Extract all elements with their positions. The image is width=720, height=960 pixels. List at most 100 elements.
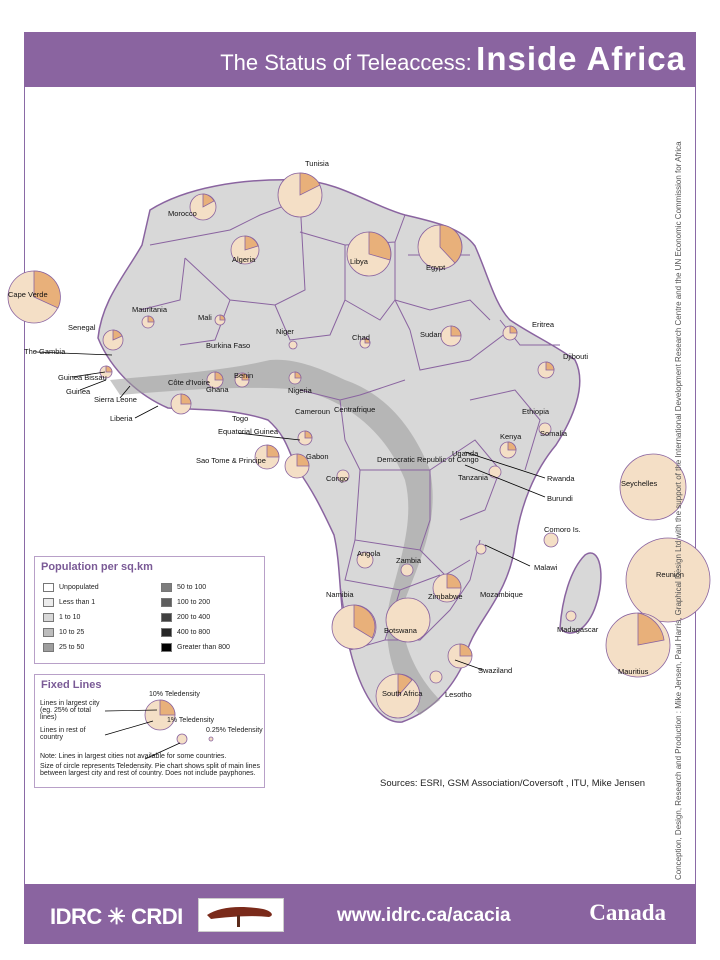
population-swatch — [161, 643, 172, 652]
leader-lines — [34, 351, 546, 671]
population-swatch — [161, 583, 172, 592]
label-sao-tome: Sao Tome & Principe — [196, 456, 266, 465]
label-botswana: Botswana — [384, 626, 418, 635]
title-part-a: The Status of Teleaccess: — [220, 50, 472, 75]
teledensity-1: 1% Teledensity — [167, 717, 214, 724]
label-guinea-bissau: Guinea Bissau — [58, 373, 107, 382]
acacia-url-link[interactable]: www.idrc.ca/acacia — [337, 905, 511, 926]
label-liberia: Liberia — [110, 414, 133, 423]
label-mauritania: Mauritania — [132, 305, 168, 314]
population-swatch — [43, 598, 54, 607]
label-swaziland: Swaziland — [478, 666, 512, 675]
population-swatch-label: 200 to 400 — [177, 614, 211, 621]
label-malawi: Malawi — [534, 563, 558, 572]
idrc-logo[interactable]: IDRC ✳ CRDI — [50, 904, 183, 929]
acacia-tree-icon — [207, 907, 272, 927]
page-title: The Status of Teleaccess: Inside Africa — [220, 40, 686, 78]
label-madagascar: Madagascar — [557, 625, 599, 634]
label-drc: Democratic Republic of Congo — [377, 455, 479, 464]
label-niger: Niger — [276, 327, 294, 336]
largest-city-note: Lines in largest city (eg. 25% of total … — [40, 700, 100, 721]
label-djibouti: Djibouti — [563, 352, 588, 361]
label-libya: Libya — [350, 257, 369, 266]
population-swatch-label: Less than 1 — [59, 599, 96, 606]
population-swatch-label: 400 to 800 — [177, 629, 211, 636]
population-legend: Population per sq.km Unpopulated Less tha… — [34, 556, 265, 664]
sources-note: Sources: ESRI, GSM Association/Coversoft… — [380, 778, 646, 789]
label-south-africa: South Africa — [382, 689, 423, 698]
label-benin: Benin — [234, 371, 253, 380]
population-swatch — [43, 643, 54, 652]
acacia-logo[interactable] — [198, 898, 284, 932]
label-namibia: Namibia — [326, 590, 354, 599]
population-swatch — [161, 598, 172, 607]
note-size: Size of circle represents Teledensity. P… — [40, 763, 260, 777]
title-part-b: Inside Africa — [476, 40, 686, 77]
population-swatch — [161, 613, 172, 622]
label-cote-divoire: Côte d'Ivoire — [168, 378, 210, 387]
population-swatch-label: Greater than 800 — [177, 644, 230, 651]
footer-bar: IDRC ✳ CRDI www.idrc.ca/acacia Canada — [24, 884, 696, 944]
population-legend-title: Population per sq.km — [41, 561, 153, 573]
label-tanzania: Tanzania — [458, 473, 489, 482]
population-swatch — [161, 628, 172, 637]
label-comoro: Comoro Is. — [544, 525, 581, 534]
label-burkina-faso: Burkina Faso — [206, 341, 250, 350]
label-morocco: Morocco — [168, 209, 197, 218]
label-centrafrique: Centrafrique — [334, 405, 375, 414]
header-bar: The Status of Teleaccess: Inside Africa — [24, 32, 696, 87]
label-the-gambia: The Gambia — [24, 347, 66, 356]
credits-vertical: Conception, Design, Research and Product… — [674, 141, 683, 880]
label-angola: Angola — [357, 549, 381, 558]
label-zimbabwe: Zimbabwe — [428, 592, 463, 601]
label-reunion: Reunion — [656, 570, 684, 579]
label-mali: Mali — [198, 313, 212, 322]
label-somalia: Somalia — [540, 429, 568, 438]
crdi-text: CRDI — [130, 904, 183, 929]
population-swatch — [43, 628, 54, 637]
population-swatch-label: Unpopulated — [59, 584, 99, 591]
canada-wordmark: Canada — [589, 900, 666, 925]
label-tunisia: Tunisia — [305, 159, 330, 168]
teledensity-pies — [7, 172, 711, 719]
label-sierra-leone: Sierra Leone — [94, 395, 137, 404]
label-kenya: Kenya — [500, 432, 522, 441]
population-swatch-label: 10 to 25 — [59, 629, 85, 636]
label-sudan: Sudan — [420, 330, 442, 339]
fixed-lines-legend-title: Fixed Lines — [41, 679, 102, 691]
label-lesotho: Lesotho — [445, 690, 472, 699]
population-swatch — [43, 583, 54, 592]
rest-of-country-note: Lines in rest of country — [40, 727, 86, 741]
label-uganda: Uganda — [452, 449, 479, 458]
label-chad: Chad — [352, 333, 370, 342]
label-guinea: Guinea — [66, 387, 91, 396]
population-swatch-label: 1 to 10 — [59, 614, 81, 621]
population-swatch-label: 25 to 50 — [59, 644, 85, 651]
label-cameroun: Cameroun — [295, 407, 330, 416]
label-egypt: Egypt — [426, 263, 446, 272]
label-ghana: Ghana — [206, 385, 229, 394]
madagascar-landmass — [559, 552, 602, 634]
label-algeria: Algeria — [232, 255, 256, 264]
label-eritrea: Eritrea — [532, 320, 555, 329]
country-labels: Tunisia Morocco Algeria Libya Egypt Cape… — [8, 159, 684, 699]
label-rwanda: Rwanda — [547, 474, 575, 483]
label-nigeria: Nigeria — [288, 386, 313, 395]
fixed-lines-legend: Fixed Lines Lines in largest city (eg. 2… — [34, 674, 265, 788]
label-mozambique: Mozambique — [480, 590, 523, 599]
label-cape-verde: Cape Verde — [8, 290, 48, 299]
teledensity-10: 10% Teledensity — [149, 691, 200, 698]
idrc-text: IDRC — [50, 904, 102, 929]
population-swatch — [43, 613, 54, 622]
label-seychelles: Seychelles — [621, 479, 658, 488]
label-zambia: Zambia — [396, 556, 422, 565]
label-equatorial-guinea: Equatorial Guinea — [218, 427, 279, 436]
population-swatch-label: 50 to 100 — [177, 584, 207, 591]
label-mauritius: Mauritius — [618, 667, 649, 676]
label-ethiopia: Ethiopia — [522, 407, 550, 416]
label-togo: Togo — [232, 414, 248, 423]
label-burundi: Burundi — [547, 494, 573, 503]
population-swatch-label: 100 to 200 — [177, 599, 211, 606]
note-lines: Note: Lines in largest cities not availa… — [40, 753, 227, 760]
